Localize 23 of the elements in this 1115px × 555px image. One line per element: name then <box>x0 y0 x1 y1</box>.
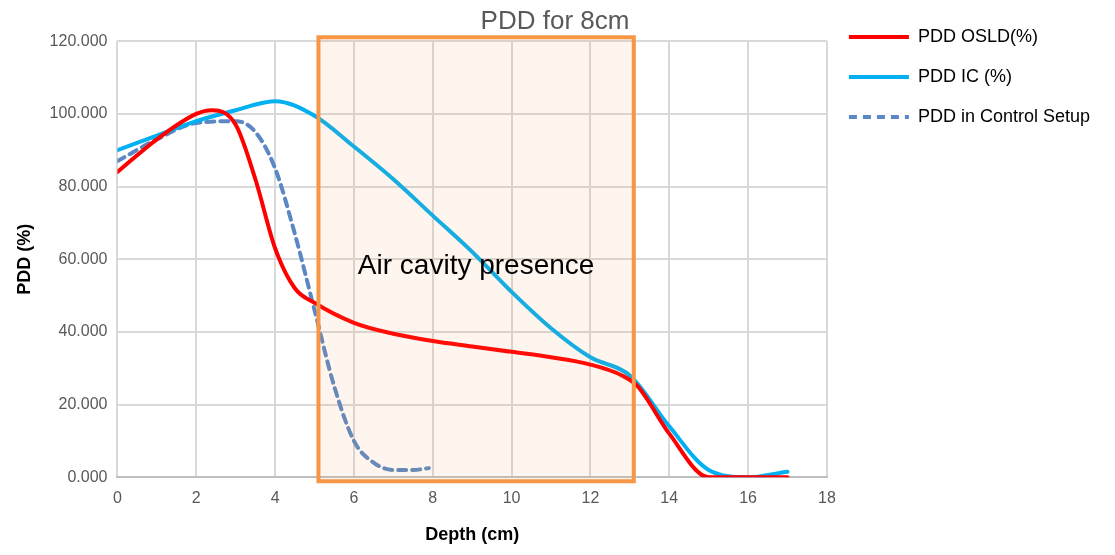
x-tick-label: 18 <box>818 489 836 507</box>
chart-title: PDD for 8cm <box>480 4 630 35</box>
legend-label: PDD in Control Setup <box>917 105 1091 126</box>
y-tick-label: 80.000 <box>58 176 108 194</box>
y-tick-label: 0.000 <box>67 467 108 485</box>
y-tick-label: 100.000 <box>49 104 108 122</box>
x-tick-label: 8 <box>428 489 438 507</box>
x-tick-label: 12 <box>581 489 600 507</box>
x-tick-label: 14 <box>660 489 679 507</box>
x-tick-label: 6 <box>349 489 359 507</box>
legend-label: PDD OSLD(%) <box>917 25 1038 46</box>
x-tick-label: 4 <box>270 489 280 507</box>
legend-label: PDD IC (%) <box>917 65 1012 86</box>
y-tick-label: 20.000 <box>58 394 108 412</box>
x-tick-label: 2 <box>191 489 201 507</box>
x-tick-label: 16 <box>739 489 758 507</box>
y-tick-label: 60.000 <box>58 249 108 267</box>
x-tick-label: 10 <box>502 489 521 507</box>
y-axis-title: PDD (%) <box>13 223 34 295</box>
x-tick-label: 0 <box>112 489 122 507</box>
x-axis-title: Depth (cm) <box>425 524 520 545</box>
y-tick-label: 40.000 <box>58 322 108 340</box>
y-tick-label: 120.000 <box>49 31 108 49</box>
